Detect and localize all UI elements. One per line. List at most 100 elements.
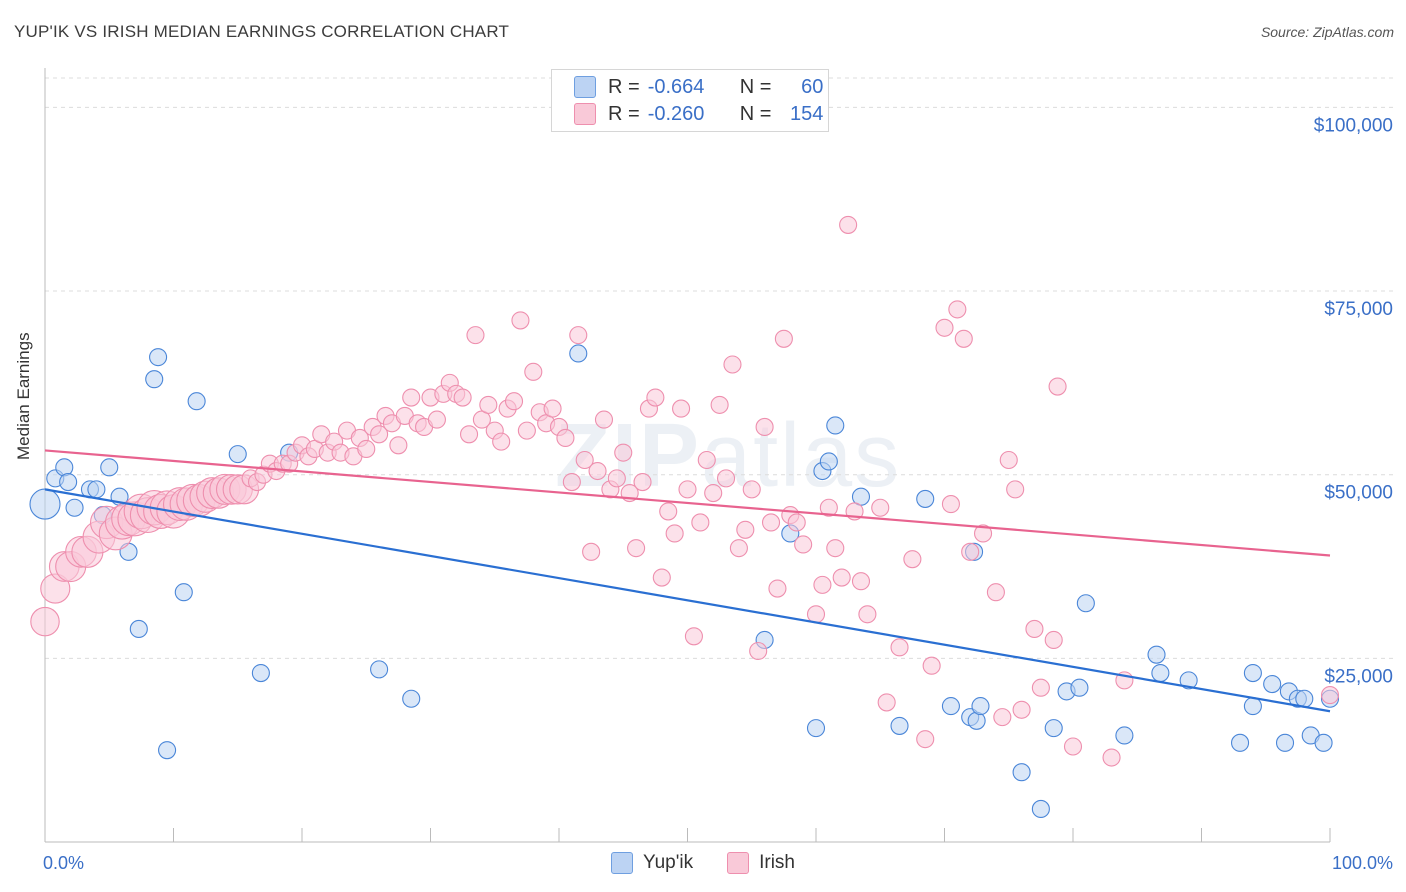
irish-point xyxy=(819,498,838,517)
irish-point xyxy=(1012,700,1031,719)
irish-point xyxy=(633,472,652,492)
irish-point xyxy=(453,388,472,407)
irish-point xyxy=(973,524,993,543)
y-tick-label: $75,000 xyxy=(1324,299,1393,320)
irish-point xyxy=(582,542,601,561)
yupik-point xyxy=(100,458,119,477)
x-tick-label-left: 0.0% xyxy=(43,853,84,873)
legend-row-irish: R = -0.260 N = 154 xyxy=(574,102,823,126)
irish-point xyxy=(742,480,761,499)
y-tick-label: $100,000 xyxy=(1314,115,1393,136)
irish-point xyxy=(646,388,665,407)
legend-n-value-yupik: 60 xyxy=(801,75,824,98)
legend-r-value-irish: -0.260 xyxy=(647,102,705,125)
legend-label-yupik: Yup'ik xyxy=(642,852,694,873)
legend-r-label: R = xyxy=(608,75,640,98)
irish-point xyxy=(607,469,626,488)
yupik-point xyxy=(145,370,164,389)
yupik-point xyxy=(251,663,270,683)
irish-point xyxy=(794,535,813,554)
y-tick-label: $25,000 xyxy=(1324,666,1393,687)
legend-r-value-yupik: -0.664 xyxy=(647,75,705,98)
irish-point xyxy=(492,432,511,451)
irish-point xyxy=(627,539,646,558)
yupik-point xyxy=(1243,697,1262,716)
legend-swatch-irish xyxy=(727,852,750,874)
irish-point xyxy=(749,641,768,661)
irish-point xyxy=(427,410,446,429)
irish-point xyxy=(569,326,588,345)
yupik-point xyxy=(87,480,106,499)
legend-swatch-irish xyxy=(574,103,596,125)
yupik-point xyxy=(1179,671,1198,690)
series-legend: Yup'ik Irish xyxy=(0,852,1406,874)
irish-point xyxy=(961,542,980,561)
irish-point xyxy=(704,484,723,503)
irish-point xyxy=(652,568,671,587)
yupik-point xyxy=(228,445,247,464)
irish-point xyxy=(370,425,389,444)
irish-point xyxy=(755,417,774,436)
irish-point xyxy=(543,399,562,418)
irish-point xyxy=(993,708,1012,727)
yupik-point xyxy=(129,619,148,639)
irish-point xyxy=(524,362,543,381)
irish-point xyxy=(877,693,896,712)
irish-point xyxy=(723,355,742,374)
legend-swatch-yupik xyxy=(610,852,633,874)
irish-point xyxy=(1320,686,1340,705)
x-tick-label-right: 100.0% xyxy=(1332,853,1393,873)
irish-point xyxy=(922,656,941,675)
legend-r-label: R = xyxy=(608,102,640,125)
legend-row-yupik: R = -0.664 N = 60 xyxy=(574,75,823,99)
irish-point xyxy=(761,513,781,532)
irish-point xyxy=(402,388,421,407)
irish-point xyxy=(986,583,1005,602)
yupik-point xyxy=(1044,719,1063,738)
irish-point xyxy=(1063,737,1083,756)
irish-point xyxy=(459,425,479,444)
yupik-point xyxy=(1147,645,1166,664)
yupik-point xyxy=(1031,799,1050,818)
legend-item-irish: Irish xyxy=(727,852,795,874)
irish-point xyxy=(890,638,909,657)
yupik-point xyxy=(1115,726,1134,745)
irish-point xyxy=(575,450,594,470)
yupik-point xyxy=(941,697,960,716)
legend-swatch-yupik xyxy=(574,76,596,98)
legend-n-value-irish: 154 xyxy=(790,102,824,125)
irish-point xyxy=(466,326,485,345)
irish-point xyxy=(30,606,60,637)
irish-point xyxy=(941,495,960,514)
yupik-point xyxy=(1012,763,1031,782)
irish-point xyxy=(948,300,967,319)
yupik-point xyxy=(806,719,826,738)
irish-point xyxy=(659,502,678,521)
yupik-point xyxy=(29,488,61,520)
yupik-point xyxy=(1314,733,1333,752)
irish-point xyxy=(665,524,684,543)
yupik-point xyxy=(1231,733,1250,752)
irish-point xyxy=(916,730,935,749)
irish-point xyxy=(813,575,832,594)
y-tick-label: $50,000 xyxy=(1324,483,1393,504)
irish-point xyxy=(389,436,408,455)
irish-point xyxy=(691,513,710,532)
irish-point xyxy=(935,318,954,337)
irish-point xyxy=(562,472,581,492)
irish-point xyxy=(1048,377,1067,396)
irish-point xyxy=(684,627,703,646)
irish-point xyxy=(697,450,716,470)
chart-title: YUP'IK VS IRISH MEDIAN EARNINGS CORRELAT… xyxy=(14,22,510,41)
yupik-point xyxy=(158,741,177,760)
irish-point xyxy=(851,572,871,591)
irish-point xyxy=(1025,619,1044,639)
irish-point xyxy=(504,392,524,411)
irish-point xyxy=(736,520,755,539)
irish-point xyxy=(672,399,691,418)
legend-item-yupik: Yup'ik xyxy=(610,852,694,874)
yupik-point xyxy=(1151,663,1170,683)
irish-point xyxy=(903,550,922,569)
yupik-point xyxy=(971,697,990,716)
irish-point xyxy=(479,395,498,414)
